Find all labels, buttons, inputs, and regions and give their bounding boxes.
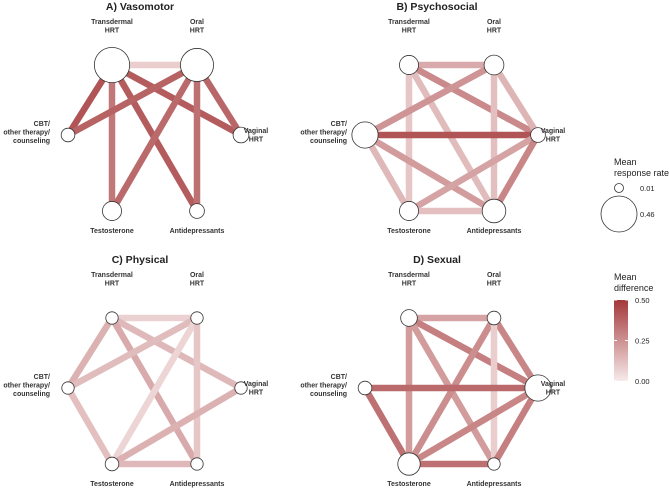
node-label: CBT/other therapy/counseling: [300, 374, 347, 398]
node-circle: [400, 309, 418, 327]
legend: Mean response rate 0.01 0.46 Mean difference 0…: [600, 157, 669, 386]
node-circle: [399, 55, 419, 75]
node-label: Antidepressants: [467, 228, 522, 235]
panel-title: B) Psychosocial: [396, 1, 477, 13]
node-label: CBT/other therapy/counseling: [3, 121, 50, 145]
edge-line: [363, 62, 496, 138]
node-circle: [399, 201, 419, 221]
node-circle: [190, 311, 204, 325]
edge-line: [407, 385, 540, 467]
node-label: Vaginal HRT: [244, 381, 269, 397]
network-panel: B) Psychosocial Transdermal HRT Oral HRT Vagi…: [300, 1, 565, 235]
color-legend-title: Mean difference: [614, 272, 653, 293]
node-label: CBT/other therapy/counseling: [3, 374, 50, 398]
edge-line: [491, 63, 541, 137]
size-legend-label: 0.46: [640, 210, 655, 219]
color-legend-label: 0.00: [635, 377, 650, 386]
node-label: Antidepressants: [170, 481, 225, 488]
edge-line: [66, 62, 199, 138]
color-legend-bar: [614, 300, 628, 381]
node-circle: [357, 380, 373, 396]
edges: [65, 314, 243, 468]
edges: [362, 314, 541, 468]
node-label: Testosterone: [387, 228, 431, 235]
node-label: Oral HRT: [190, 272, 205, 288]
network-panel: A) Vasomotor Transdermal HRT Oral HRT Vaginal…: [3, 1, 268, 235]
node-label: Transdermal HRT: [91, 19, 133, 35]
edge-line: [491, 386, 541, 466]
node-label: Oral HRT: [487, 19, 502, 35]
panel-title: C) Physical: [112, 254, 169, 266]
node-circle: [93, 46, 131, 84]
network-panel: D) Sexual Transdermal HRT Oral HRT Vaginal HRT…: [300, 254, 565, 488]
panel-title: A) Vasomotor: [106, 1, 174, 13]
node-label: Oral HRT: [487, 272, 502, 288]
nodes: Transdermal HRT Oral HRT Vaginal HRT Antidepre…: [300, 19, 565, 235]
node-circle: [180, 48, 214, 82]
node-label: Transdermal HRT: [388, 272, 430, 288]
edge-line: [66, 315, 199, 391]
node-circle: [487, 457, 501, 471]
node-circle: [232, 126, 250, 144]
node-circle: [530, 127, 546, 143]
node-label: CBT/other therapy/counseling: [300, 121, 347, 145]
node-circle: [486, 310, 502, 326]
node-label: Transdermal HRT: [388, 19, 430, 35]
node-label: Testosterone: [90, 228, 134, 235]
edge-line: [362, 133, 412, 213]
edge-line: [109, 63, 200, 213]
nodes: Transdermal HRT Oral HRT Vaginal HRT Antidepre…: [3, 272, 268, 488]
node-label: Antidepressants: [170, 228, 225, 235]
edges: [65, 61, 244, 213]
node-circle: [102, 201, 122, 221]
network-panel: C) Physical Transdermal HRT Oral HRT Vaginal H…: [3, 254, 268, 488]
node-circle: [61, 381, 75, 395]
node-circle: [104, 456, 120, 472]
panels-layer: A) Vasomotor Transdermal HRT Oral HRT Vaginal…: [3, 1, 565, 488]
node-circle: [524, 374, 552, 402]
node-label: Oral HRT: [190, 19, 205, 35]
node-circle: [483, 54, 505, 76]
edge-line: [65, 316, 115, 390]
edge-line: [407, 62, 540, 138]
edge-line: [491, 133, 541, 213]
edge-line: [407, 132, 540, 214]
nodes: Transdermal HRT Oral HRT Vaginal HRT Antidepre…: [300, 272, 565, 488]
color-legend-label: 0.50: [635, 296, 650, 305]
edge-line: [65, 386, 115, 466]
nodes: Transdermal HRT Oral HRT Vaginal HRT Antidepre…: [3, 19, 268, 235]
node-label: Transdermal HRT: [91, 272, 133, 288]
size-legend-circle: [600, 195, 638, 233]
edges: [362, 61, 541, 215]
node-circle: [60, 127, 76, 143]
panel-title: D) Sexual: [413, 254, 461, 266]
node-circle: [105, 311, 119, 325]
node-circle: [351, 121, 379, 149]
edge-line: [363, 132, 496, 214]
size-legend-title: Mean response rate: [614, 157, 669, 178]
node-circle: [234, 381, 248, 395]
size-legend-label: 0.01: [640, 184, 655, 193]
color-legend-label: 0.25: [635, 337, 650, 346]
node-label: Vaginal HRT: [244, 128, 269, 144]
node-circle: [190, 457, 204, 471]
edge-line: [491, 316, 541, 390]
node-label: Vaginal HRT: [541, 128, 566, 144]
size-legend-circle: [614, 183, 624, 193]
edge-line: [109, 316, 200, 466]
node-circle: [481, 198, 507, 224]
node-label: Antidepressants: [467, 481, 522, 488]
node-circle: [189, 203, 205, 219]
edge-line: [362, 386, 412, 466]
node-label: Testosterone: [90, 481, 134, 488]
node-label: Testosterone: [387, 481, 431, 488]
edge-line: [110, 385, 243, 467]
node-label: Vaginal HRT: [541, 381, 566, 397]
node-circle: [397, 452, 421, 476]
